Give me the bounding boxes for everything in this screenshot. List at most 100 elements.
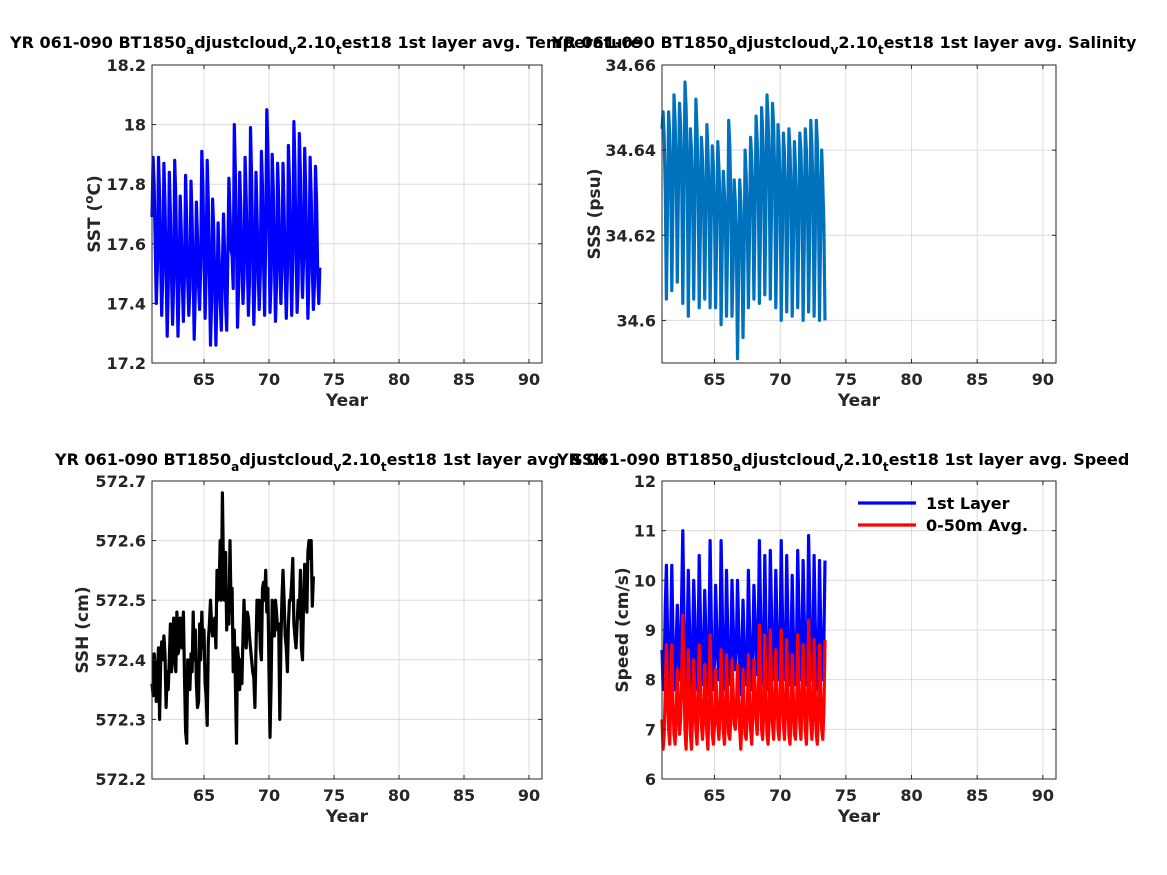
series-line-1 [150,491,315,745]
x-tick-label: 65 [703,370,725,389]
chart-title-part: v [289,43,297,57]
y-tick-label: 572.5 [95,591,146,610]
x-tick-label: 85 [966,370,988,389]
chart-panel-1: 65 70 75 80 85 90 17.2 17.4 17.6 17.8 18 18.2 Year SS… [82,56,543,411]
x-tick-label: 85 [453,786,475,805]
x-tick-label: 65 [193,370,215,389]
legend-label: 0-50m Avg. [926,516,1028,535]
chart-title-part: a [733,460,741,474]
y-axis-label-sup: o [82,195,96,203]
x-axis-label: Year [837,807,881,827]
x-tick-label: 75 [835,370,857,389]
y-tick-label: 9 [645,621,656,640]
y-tick-label: 572.4 [95,651,146,670]
x-tick-label: 75 [323,370,345,389]
x-tick-label: 70 [258,370,280,389]
x-tick-label: 80 [900,370,922,389]
axes-box [151,64,543,364]
x-axis-label: Year [837,391,881,411]
chart-title-part: a [728,43,736,57]
x-axis-label: Year [325,807,369,827]
chart-title-part: 2.10 [843,450,882,469]
series-line-2 [660,613,827,751]
y-tick-label: 572.7 [95,472,146,491]
x-tick-label: 70 [258,786,280,805]
y-axis-label-part: SSH (cm) [73,586,93,673]
chart-title-part: est18 1st layer avg. Speed [889,450,1130,469]
y-tick-label: 6 [645,770,656,789]
y-tick-label: 8 [645,671,656,690]
axes-box [661,64,1057,364]
x-tick-label: 85 [453,370,475,389]
chart-title-part: djustcloud [741,450,835,469]
x-axis-label: Year [325,391,369,411]
chart-title-part: 2.10 [341,450,380,469]
y-axis-label-part: SSS (psu) [585,168,605,259]
y-axis-label: SST (oC) [82,175,105,253]
y-axis-label: Speed (cm/s) [613,567,633,692]
x-tick-label: 65 [193,786,215,805]
chart-title-part: t [878,43,884,57]
chart-title-part: est18 1st layer avg. SSH [387,450,607,469]
legend: 1st Layer 0-50m Avg. [858,494,1028,535]
chart-title-part: t [381,460,387,474]
series-line-1 [660,529,827,702]
x-tick-label: 80 [388,370,410,389]
x-tick-label: 65 [703,786,725,805]
x-tick-label: 80 [388,786,410,805]
axes-box [151,480,543,780]
y-tick-label: 12 [634,472,656,491]
chart-title-part: est18 1st layer avg. Salinity [884,33,1137,52]
y-tick-label: 17.2 [107,354,146,373]
x-tick-label: 90 [518,786,540,805]
chart-title-part: a [186,43,194,57]
chart-title-part: t [883,460,889,474]
y-tick-label: 17.6 [107,235,146,254]
y-tick-label: 17.8 [107,175,146,194]
chart-title-part: djustcloud [194,33,288,52]
chart-panel-3: 65 70 75 80 85 90 572.2 572.3 572.4 572.5 572.6 572… [73,472,543,827]
chart-title-part: a [231,460,239,474]
y-tick-label: 17.4 [107,294,146,313]
chart-title-part: djustcloud [736,33,830,52]
x-tick-label: 70 [769,786,791,805]
y-axis-label-part: SST ( [85,204,105,253]
chart-title-part: est18 1st layer avg. Temperature [342,33,642,52]
chart-title-part: YR 061-090 BT1850 [54,450,231,469]
chart-title-part: 2.10 [838,33,877,52]
y-tick-label: 18.2 [107,56,146,75]
x-tick-label: 80 [900,786,922,805]
chart-title-part: v [334,460,342,474]
x-tick-label: 75 [323,786,345,805]
y-tick-label: 7 [645,720,656,739]
y-axis-label: SSS (psu) [585,168,605,259]
y-tick-label: 34.64 [605,141,656,160]
y-axis-label-part: C) [85,175,105,195]
chart-title-part: v [831,43,839,57]
y-tick-label: 572.2 [95,770,146,789]
chart-title-part: t [336,43,342,57]
y-tick-label: 34.66 [605,56,656,75]
chart-title-part: djustcloud [239,450,333,469]
chart-title-part: YR 061-090 BT1850 [556,450,733,469]
x-tick-label: 75 [835,786,857,805]
x-tick-label: 85 [966,786,988,805]
legend-label: 1st Layer [926,494,1010,513]
chart-panel-2: 65 70 75 80 85 90 34.6 34.62 34.64 34.66 Year SSS (… [585,56,1057,411]
y-tick-label: 10 [634,571,656,590]
chart-panel-4: 65 70 75 80 85 90 6 7 8 9 10 11 12 Year Speed (cm/s) 1s… [613,472,1057,827]
x-tick-label: 90 [1032,786,1054,805]
x-tick-label: 90 [518,370,540,389]
chart-title-part: YR 061-090 BT1850 [551,33,728,52]
series-line-1 [660,80,827,361]
y-tick-label: 34.62 [605,226,656,245]
series-line-1 [150,108,322,347]
chart-title-part: 2.10 [296,33,335,52]
chart-title: YR 061-090 BT1850adjustcloudv2.10test18 … [9,33,641,57]
y-axis-label-part: Speed (cm/s) [613,567,633,692]
chart-title: YR 061-090 BT1850adjustcloudv2.10test18 … [54,450,607,474]
y-tick-label: 34.6 [617,311,656,330]
y-tick-label: 572.3 [95,710,146,729]
y-tick-label: 18 [124,116,146,135]
